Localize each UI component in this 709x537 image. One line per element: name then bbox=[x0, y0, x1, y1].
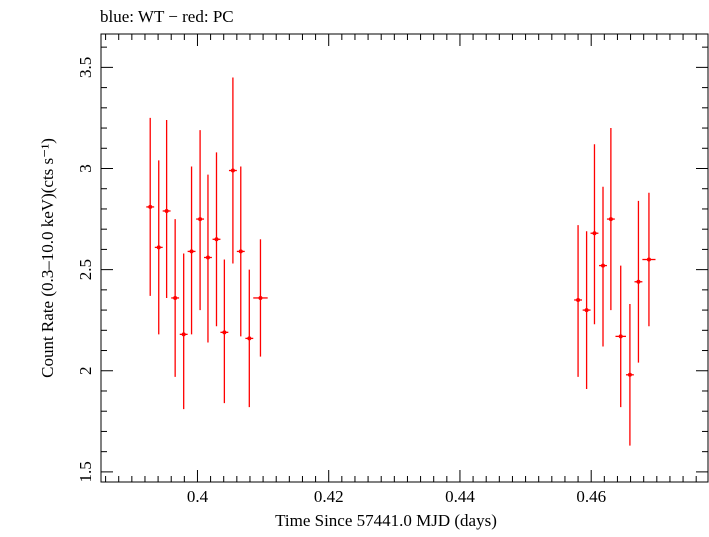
point-marker bbox=[214, 237, 219, 242]
data-point bbox=[625, 304, 634, 446]
data-point bbox=[187, 166, 196, 335]
data-point bbox=[574, 225, 583, 377]
point-marker bbox=[156, 245, 161, 250]
data-point bbox=[162, 119, 171, 298]
y-tick-label: 2 bbox=[76, 367, 95, 376]
point-marker bbox=[608, 217, 613, 222]
data-point bbox=[582, 231, 591, 389]
data-point bbox=[196, 130, 205, 311]
point-marker bbox=[618, 334, 623, 339]
y-tick-label: 2.5 bbox=[76, 259, 95, 280]
data-points bbox=[146, 77, 656, 446]
point-marker bbox=[247, 336, 252, 341]
data-point bbox=[204, 174, 212, 343]
y-axis-label: Count Rate (0.3–10.0 keV)(cts s⁻¹) bbox=[38, 138, 57, 378]
point-marker bbox=[592, 231, 597, 236]
x-axis-ticks: 0.4 0.42 0.44 0.46 bbox=[105, 34, 697, 506]
data-point bbox=[146, 117, 155, 296]
data-point bbox=[599, 186, 607, 347]
point-marker bbox=[584, 308, 589, 313]
data-point bbox=[253, 239, 268, 357]
x-axis-label: Time Since 57441.0 MJD (days) bbox=[275, 511, 497, 530]
point-marker bbox=[198, 217, 203, 222]
point-marker bbox=[646, 257, 651, 262]
point-marker bbox=[636, 279, 641, 284]
point-marker bbox=[205, 255, 210, 260]
plot-frame bbox=[100, 33, 709, 483]
x-tick-label: 0.46 bbox=[576, 487, 606, 506]
x-tick-label: 0.42 bbox=[314, 487, 344, 506]
point-marker bbox=[148, 204, 153, 209]
data-point bbox=[179, 253, 188, 410]
point-marker bbox=[601, 263, 606, 268]
data-point bbox=[590, 144, 599, 325]
data-point bbox=[642, 192, 656, 327]
data-point bbox=[245, 269, 254, 408]
x-tick-label: 0.4 bbox=[187, 487, 209, 506]
point-marker bbox=[173, 295, 178, 300]
data-point bbox=[228, 77, 237, 264]
point-marker bbox=[189, 249, 194, 254]
point-marker bbox=[222, 330, 227, 335]
point-marker bbox=[258, 295, 263, 300]
y-tick-label: 3 bbox=[76, 164, 95, 173]
point-marker bbox=[181, 332, 186, 337]
x-tick-label: 0.44 bbox=[445, 487, 475, 506]
y-tick-label: 3.5 bbox=[76, 57, 95, 78]
chart-title: blue: WT − red: PC bbox=[100, 7, 234, 26]
data-point bbox=[634, 200, 643, 363]
y-tick-label: 1.5 bbox=[76, 461, 95, 482]
data-point bbox=[615, 265, 626, 408]
data-point bbox=[220, 259, 229, 404]
point-marker bbox=[576, 297, 581, 302]
point-marker bbox=[238, 249, 243, 254]
point-marker bbox=[164, 208, 169, 213]
data-point bbox=[212, 152, 221, 327]
data-point bbox=[606, 128, 615, 311]
y-axis-ticks: 1.5 2 2.5 3 3.5 bbox=[76, 46, 708, 483]
data-point bbox=[154, 160, 163, 335]
point-marker bbox=[230, 168, 235, 173]
data-point bbox=[171, 219, 180, 377]
point-marker bbox=[627, 372, 632, 377]
data-point bbox=[236, 166, 245, 337]
